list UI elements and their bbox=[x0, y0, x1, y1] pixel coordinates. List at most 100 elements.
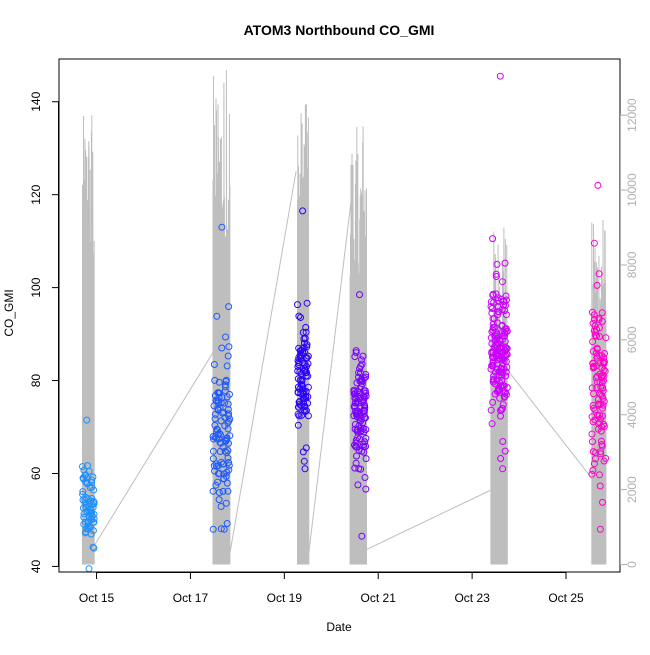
data-point bbox=[86, 499, 94, 507]
data-point bbox=[352, 410, 360, 418]
y2-tick-label: 12000 bbox=[625, 98, 639, 132]
data-point bbox=[295, 359, 303, 366]
data-point bbox=[225, 439, 232, 447]
data-point bbox=[588, 430, 596, 438]
data-point bbox=[501, 392, 509, 400]
data-point bbox=[295, 312, 303, 320]
data-point bbox=[489, 291, 497, 299]
chart-title: ATOM3 Northbound CO_GMI bbox=[244, 22, 435, 38]
y-tick-label: 140 bbox=[29, 91, 43, 111]
data-point bbox=[218, 393, 226, 401]
data-point bbox=[356, 395, 364, 403]
data-point bbox=[296, 385, 304, 393]
data-point bbox=[222, 499, 230, 507]
y-axis-left: 40 60 80 100 120 140 bbox=[29, 91, 59, 573]
data-point bbox=[490, 372, 498, 380]
data-point bbox=[79, 490, 87, 498]
data-point bbox=[217, 525, 225, 533]
data-point bbox=[352, 349, 360, 357]
data-point bbox=[223, 479, 231, 487]
data-point bbox=[294, 301, 301, 309]
data-point bbox=[296, 368, 304, 376]
data-point bbox=[303, 299, 311, 307]
data-point bbox=[598, 317, 606, 325]
x-tick-label: Oct 17 bbox=[173, 591, 209, 605]
data-point bbox=[357, 417, 365, 425]
data-point bbox=[495, 308, 503, 316]
data-point bbox=[596, 359, 604, 367]
data-point bbox=[220, 525, 228, 533]
data-point bbox=[81, 499, 89, 507]
data-point bbox=[83, 480, 91, 488]
data-point bbox=[487, 406, 495, 414]
data-point bbox=[589, 359, 597, 367]
data-point bbox=[352, 459, 360, 467]
data-point bbox=[588, 470, 596, 478]
data-point bbox=[488, 309, 496, 317]
data-point bbox=[215, 394, 223, 402]
data-point bbox=[216, 431, 224, 438]
data-point bbox=[209, 447, 217, 455]
data-point bbox=[498, 352, 506, 360]
data-point bbox=[589, 338, 597, 346]
data-point bbox=[500, 389, 508, 397]
data-point bbox=[598, 441, 606, 448]
data-point bbox=[502, 325, 510, 333]
data-point bbox=[596, 482, 604, 490]
data-point bbox=[214, 389, 222, 397]
data-point bbox=[492, 273, 500, 280]
y2-tick-label: 6000 bbox=[625, 326, 639, 353]
data-point bbox=[83, 416, 91, 424]
data-points-layer bbox=[79, 72, 610, 573]
data-point bbox=[592, 328, 600, 336]
data-point bbox=[302, 328, 310, 336]
data-point bbox=[593, 281, 601, 289]
data-point bbox=[79, 463, 86, 471]
data-point bbox=[488, 340, 496, 348]
data-point bbox=[224, 406, 232, 413]
data-point bbox=[492, 344, 500, 352]
data-point bbox=[589, 418, 597, 426]
data-point bbox=[492, 270, 500, 278]
data-point bbox=[350, 388, 358, 395]
data-point bbox=[361, 438, 369, 446]
data-point bbox=[593, 384, 601, 392]
data-point bbox=[356, 291, 363, 299]
data-point bbox=[597, 450, 605, 458]
data-point bbox=[598, 437, 605, 445]
data-point bbox=[595, 270, 603, 278]
data-point bbox=[502, 351, 509, 359]
data-point bbox=[224, 454, 232, 462]
data-point bbox=[489, 359, 497, 367]
data-point bbox=[221, 387, 229, 395]
data-point bbox=[304, 352, 312, 360]
data-point bbox=[352, 347, 360, 355]
altitude-transit-line bbox=[506, 369, 593, 479]
data-point bbox=[218, 344, 226, 352]
y-tick-label: 40 bbox=[29, 559, 43, 573]
data-point bbox=[211, 376, 219, 384]
data-point bbox=[215, 489, 223, 496]
data-point bbox=[487, 298, 495, 306]
y2-tick-label: 8000 bbox=[625, 251, 639, 278]
data-point bbox=[225, 303, 233, 311]
data-point bbox=[301, 408, 309, 416]
data-point bbox=[496, 367, 504, 375]
data-point bbox=[211, 415, 219, 423]
data-point bbox=[352, 437, 360, 444]
data-point bbox=[302, 388, 310, 395]
y-axis-right: 0 2000 4000 6000 8000 10000 12000 bbox=[620, 98, 639, 568]
data-point bbox=[492, 290, 500, 298]
data-point bbox=[82, 528, 90, 536]
data-point bbox=[593, 344, 601, 352]
data-point bbox=[598, 309, 606, 317]
data-point bbox=[213, 312, 221, 320]
data-point bbox=[598, 374, 606, 382]
data-point bbox=[497, 455, 505, 462]
data-point bbox=[493, 360, 501, 368]
altitude-flight-line bbox=[82, 115, 95, 565]
data-point bbox=[489, 320, 497, 328]
data-point bbox=[215, 496, 223, 504]
data-point bbox=[222, 378, 230, 385]
